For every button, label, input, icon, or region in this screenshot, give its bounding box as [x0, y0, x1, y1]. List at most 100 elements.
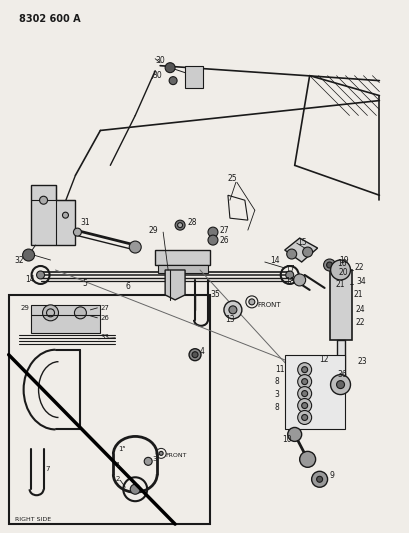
Circle shape [326, 262, 332, 268]
Circle shape [73, 228, 81, 236]
Circle shape [330, 375, 350, 394]
Text: 21: 21 [353, 290, 362, 300]
Circle shape [311, 471, 327, 487]
Text: 15: 15 [297, 238, 307, 247]
Text: 7: 7 [45, 466, 50, 472]
Text: 36: 36 [337, 370, 346, 379]
Bar [184, 66, 202, 87]
Circle shape [316, 477, 322, 482]
Circle shape [175, 220, 184, 230]
Text: 9: 9 [329, 471, 334, 480]
Text: 18: 18 [284, 278, 294, 286]
Text: 12: 12 [319, 355, 328, 364]
Text: 30: 30 [152, 71, 162, 80]
Circle shape [39, 196, 47, 204]
Circle shape [297, 410, 311, 424]
Circle shape [330, 260, 350, 280]
Circle shape [191, 352, 198, 358]
Circle shape [285, 271, 293, 279]
Circle shape [301, 367, 307, 373]
Text: 3: 3 [152, 456, 156, 462]
Circle shape [301, 378, 307, 385]
Text: 32: 32 [15, 255, 24, 264]
Circle shape [297, 399, 311, 413]
Circle shape [336, 381, 344, 389]
Bar [329, 270, 351, 340]
Text: 1: 1 [115, 462, 119, 469]
Circle shape [301, 391, 307, 397]
Circle shape [293, 274, 305, 286]
Circle shape [207, 235, 218, 245]
Polygon shape [31, 185, 75, 245]
Text: FRONT: FRONT [257, 302, 281, 308]
Text: 3: 3 [274, 390, 279, 399]
Text: 17: 17 [284, 265, 294, 274]
Circle shape [223, 301, 241, 319]
Circle shape [299, 451, 315, 467]
Bar [284, 354, 344, 430]
Circle shape [228, 306, 236, 314]
Text: 20: 20 [338, 269, 347, 278]
Text: 30: 30 [155, 56, 164, 65]
Circle shape [287, 427, 301, 441]
Circle shape [189, 349, 200, 361]
Bar [9, 295, 209, 524]
Text: 14: 14 [269, 255, 279, 264]
Polygon shape [165, 270, 184, 300]
Polygon shape [284, 238, 317, 262]
Text: 8: 8 [274, 377, 279, 386]
Text: 26: 26 [100, 315, 109, 321]
Circle shape [36, 271, 45, 279]
Circle shape [207, 227, 218, 237]
Text: 5: 5 [82, 279, 87, 288]
Text: 31: 31 [80, 217, 90, 227]
Text: 10: 10 [281, 435, 291, 444]
Bar [336, 340, 344, 385]
Text: 14: 14 [25, 276, 35, 285]
Text: 27: 27 [100, 305, 109, 311]
Circle shape [74, 307, 86, 319]
Text: 28: 28 [187, 217, 196, 227]
Circle shape [144, 457, 152, 465]
Text: 25: 25 [227, 174, 237, 183]
Circle shape [286, 249, 296, 259]
Circle shape [301, 415, 307, 421]
Text: 16: 16 [337, 259, 346, 268]
Text: 4: 4 [200, 347, 204, 356]
Circle shape [165, 63, 175, 72]
Circle shape [297, 386, 311, 400]
Text: 22: 22 [355, 318, 364, 327]
Circle shape [302, 247, 312, 257]
Circle shape [177, 223, 182, 228]
Circle shape [323, 259, 335, 271]
Circle shape [43, 305, 58, 321]
Text: 29: 29 [148, 225, 157, 235]
Bar [31, 305, 100, 333]
Circle shape [22, 249, 34, 261]
Circle shape [297, 375, 311, 389]
Text: 11: 11 [274, 365, 283, 374]
Circle shape [62, 212, 68, 218]
Text: 34: 34 [355, 278, 365, 286]
Text: 26: 26 [219, 236, 229, 245]
Circle shape [248, 299, 254, 305]
Text: 1ᵃ: 1ᵃ [118, 446, 125, 453]
Text: 6: 6 [125, 282, 130, 292]
Text: 29: 29 [20, 305, 29, 311]
Bar [155, 250, 209, 265]
Text: 24: 24 [355, 305, 364, 314]
Circle shape [169, 77, 177, 85]
Text: 23: 23 [357, 357, 366, 366]
Text: RIGHT SIDE: RIGHT SIDE [15, 516, 51, 522]
Text: 8: 8 [274, 403, 279, 412]
Circle shape [297, 362, 311, 377]
Text: 27: 27 [219, 225, 229, 235]
Text: 8302 600 A: 8302 600 A [18, 14, 80, 24]
Text: 21: 21 [335, 280, 344, 289]
Text: 35: 35 [209, 290, 219, 300]
Circle shape [301, 402, 307, 408]
Text: 13: 13 [225, 316, 234, 324]
Circle shape [159, 451, 163, 455]
Text: 22: 22 [354, 263, 363, 272]
Circle shape [130, 484, 140, 494]
